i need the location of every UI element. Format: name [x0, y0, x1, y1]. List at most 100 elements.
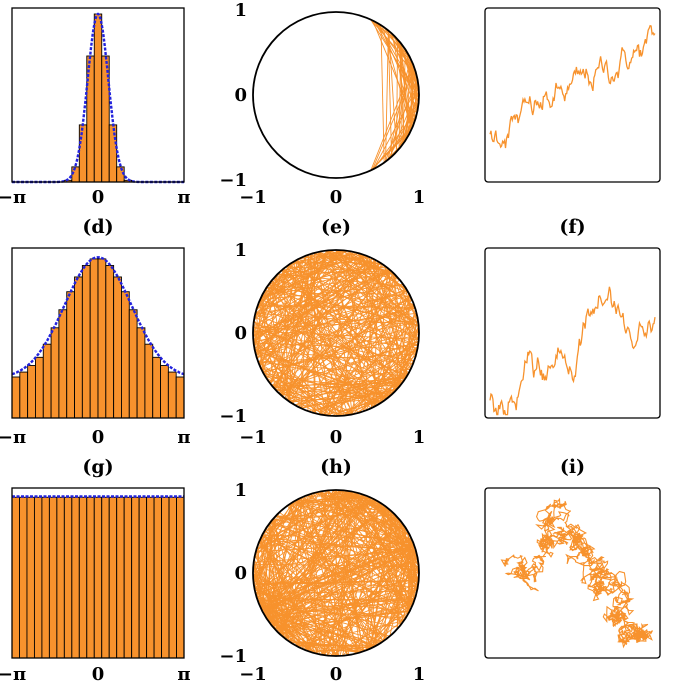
histogram-bar: [81, 265, 91, 419]
trajectory-chord: [262, 505, 386, 612]
trajectory-chord: [320, 551, 417, 655]
histogram-bar: [11, 376, 21, 419]
x-tick-label: −1: [239, 427, 267, 448]
trajectory-chord: [252, 574, 338, 657]
random-walk-2d: [500, 497, 653, 649]
trajectory-chord: [255, 311, 264, 374]
histogram-bar: [42, 343, 52, 419]
histogram-bar: [78, 496, 88, 659]
panel-label-g: (g): [82, 456, 113, 478]
panel-label-d: (d): [82, 216, 113, 238]
panel-e: [252, 249, 420, 417]
y-tick-label: −1: [219, 406, 247, 427]
panel-b: [252, 11, 420, 179]
trajectory-chord: [310, 384, 402, 413]
y-tick-label: 0: [234, 323, 247, 344]
histogram-bar: [58, 309, 68, 419]
panel-g: [11, 487, 185, 659]
trajectory-chord: [274, 578, 419, 630]
histogram-bar: [33, 496, 43, 659]
histogram-bar: [176, 496, 185, 659]
trajectory-chord: [374, 21, 418, 80]
trajectory-chord: [258, 541, 338, 657]
histogram-bar: [113, 276, 122, 419]
histogram-bar: [89, 258, 99, 419]
histogram-bar: [19, 371, 29, 419]
histogram-bar: [108, 124, 118, 183]
histogram-bar: [167, 371, 177, 419]
panel-a: [11, 7, 185, 184]
histogram-bar: [175, 376, 185, 419]
trajectory-chord: [259, 539, 272, 625]
trajectory-chord: [260, 298, 411, 371]
histogram-bar: [168, 496, 177, 659]
histogram-bar: [138, 496, 148, 659]
unit-circle: [252, 489, 420, 657]
trajectory-chord: [408, 551, 417, 614]
trajectory-chord: [325, 251, 351, 416]
trajectory-chord: [277, 273, 405, 287]
trajectory-chord: [260, 578, 419, 609]
trajectory-chord: [304, 649, 364, 652]
trajectory-chord: [300, 279, 400, 409]
unit-circle: [252, 11, 420, 179]
y-tick-label: −1: [219, 170, 247, 191]
trajectory-chord: [297, 258, 400, 280]
x-tick-label: 0: [92, 427, 105, 448]
trajectory-chord: [293, 501, 397, 517]
trajectory-chord: [271, 280, 398, 390]
y-tick-label: 0: [234, 85, 247, 106]
trajectory-chord: [411, 62, 419, 107]
plot-frame: [11, 7, 185, 183]
trajectory-chord: [271, 263, 383, 387]
trajectory-chord: [282, 268, 390, 397]
x-tick-label: 1: [413, 664, 426, 685]
histogram-bar: [71, 496, 80, 659]
x-tick-label: 1: [413, 187, 426, 208]
histogram-bar: [48, 496, 58, 659]
panel-label-f: (f): [559, 216, 585, 238]
x-tick-label: 0: [330, 664, 343, 685]
x-tick-label: −1: [239, 187, 267, 208]
trajectory-chord: [369, 513, 395, 649]
x-tick-label: π: [177, 664, 190, 685]
histogram-bar: [74, 276, 83, 419]
trajectory-chord: [300, 497, 334, 657]
trajectory-chord: [336, 491, 351, 657]
trajectory-chord: [270, 281, 372, 409]
trajectory-chord: [327, 261, 380, 416]
trajectory-chord: [359, 253, 414, 364]
trajectory-chord: [371, 68, 416, 170]
trajectory-chord: [294, 376, 407, 406]
trajectory-chord: [297, 259, 327, 416]
trajectory-chord: [281, 305, 415, 396]
trajectory-chord: [255, 492, 360, 594]
trajectory-chord: [350, 269, 391, 415]
histogram-bar: [146, 496, 155, 659]
histogram-bar: [26, 496, 35, 659]
trajectory-chord: [309, 254, 316, 414]
trajectory-chord: [393, 513, 415, 601]
trajectory-chord: [338, 386, 400, 417]
random-walk-line: [489, 24, 656, 149]
trajectory-chord: [281, 251, 320, 397]
histogram-bar: [27, 365, 36, 419]
trajectory-chord: [263, 372, 324, 416]
trajectory-chord: [254, 254, 364, 352]
trajectory-chord: [271, 509, 391, 522]
histogram-bar: [161, 496, 170, 659]
trajectory-chord: [281, 498, 375, 637]
y-tick-label: 1: [234, 480, 247, 501]
trajectory-chord: [380, 25, 385, 163]
trajectory-chord: [260, 505, 386, 609]
panel-c: [484, 7, 661, 183]
trajectory-chord: [252, 568, 350, 656]
trajectory-chord: [272, 386, 320, 415]
trajectory-chord: [260, 249, 340, 299]
panel-f: [484, 247, 661, 419]
trajectory-chord: [254, 349, 414, 364]
histogram-bar: [123, 496, 133, 659]
histogram-bar: [108, 496, 118, 659]
trajectory-chord: [253, 249, 332, 344]
trajectory-chord: [349, 490, 418, 557]
